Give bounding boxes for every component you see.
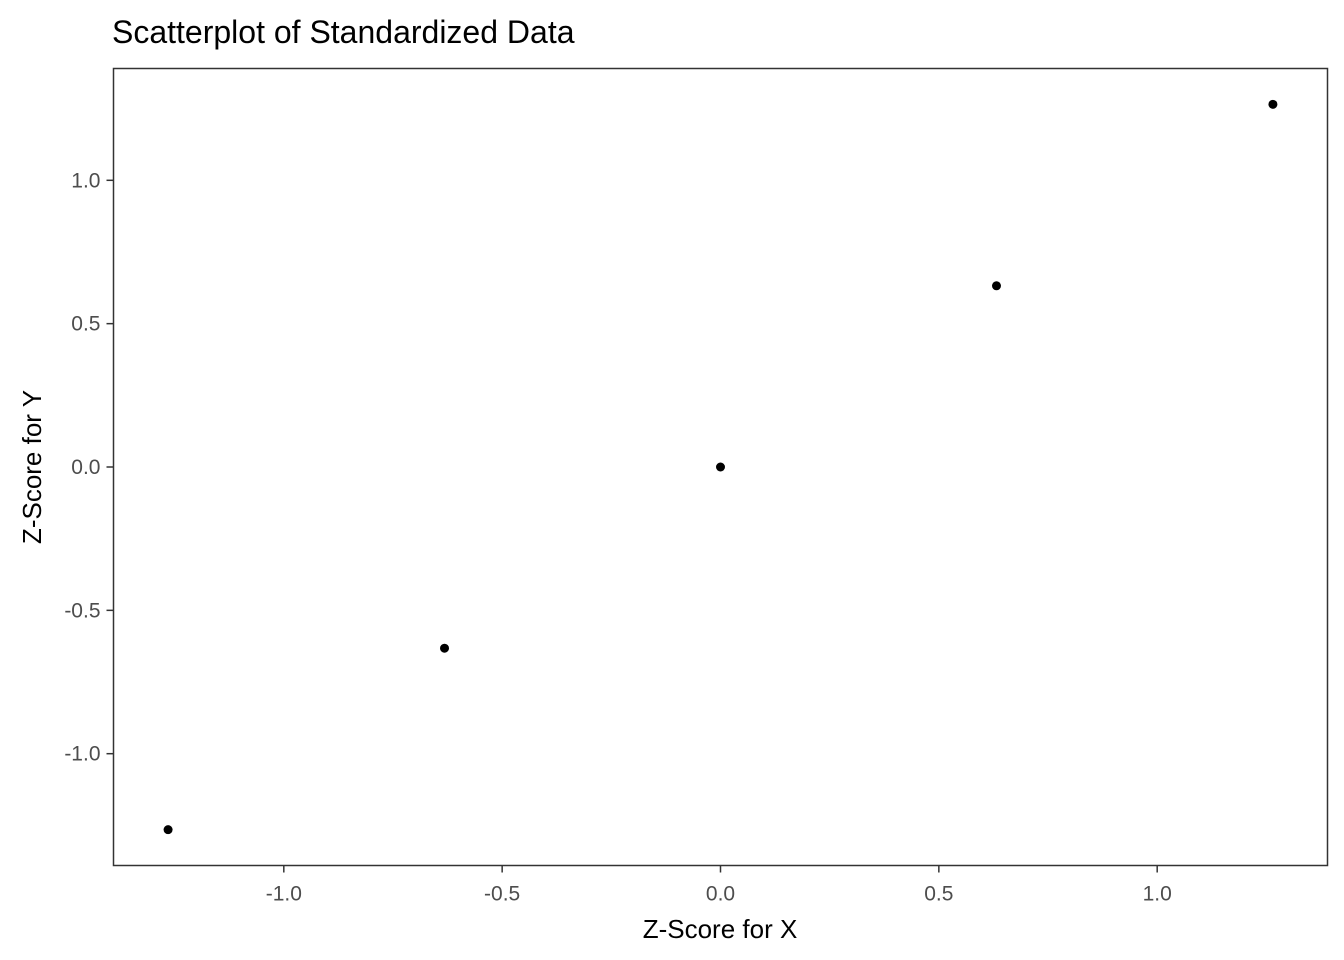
data-point bbox=[991, 281, 1001, 291]
y-tick-label: 0.5 bbox=[71, 313, 100, 336]
data-point bbox=[716, 462, 725, 472]
data-point bbox=[1268, 99, 1278, 109]
y-tick-label: 1.0 bbox=[71, 169, 100, 192]
x-axis-label: Z-Score for X bbox=[643, 914, 798, 944]
data-point bbox=[163, 825, 173, 835]
chart-title: Scatterplot of Standardized Data bbox=[112, 14, 575, 50]
y-axis-label: Z-Score for Y bbox=[17, 390, 47, 544]
x-axis: -1.0 -0.5 0.0 0.5 1.0 bbox=[266, 865, 1172, 906]
y-tick-label: 0.0 bbox=[71, 456, 100, 479]
data-points bbox=[163, 99, 1278, 835]
y-tick-label: -1.0 bbox=[64, 743, 100, 766]
x-tick-label: -1.0 bbox=[266, 883, 302, 906]
y-tick-label: -0.5 bbox=[64, 599, 100, 622]
x-tick-label: 0.5 bbox=[924, 883, 953, 906]
x-tick-label: 0.0 bbox=[706, 883, 735, 906]
y-axis: -1.0 -0.5 0.0 0.5 1.0 bbox=[64, 169, 114, 766]
x-tick-label: -0.5 bbox=[484, 883, 520, 906]
x-tick-label: 1.0 bbox=[1143, 883, 1172, 906]
data-point bbox=[440, 643, 450, 653]
